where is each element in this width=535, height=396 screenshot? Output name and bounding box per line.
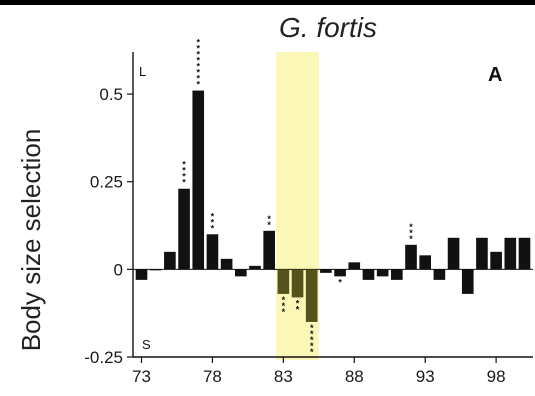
significance-stars: * * [296, 298, 300, 314]
bar [164, 251, 176, 270]
bar [348, 262, 361, 270]
bar [419, 255, 432, 270]
bar [461, 269, 474, 294]
bar [447, 237, 460, 270]
bar [277, 269, 290, 294]
bar [476, 237, 488, 270]
bar [234, 269, 247, 277]
bar [376, 269, 389, 277]
x-tick-label: 93 [416, 367, 435, 386]
bar [149, 269, 162, 271]
top-rule [0, 0, 535, 5]
significance-stars: * * * * * * * * [196, 38, 200, 90]
bar [291, 269, 304, 298]
bar [263, 230, 275, 270]
y-tick-label: 0 [114, 260, 123, 279]
y-tick-label: 0.5 [99, 85, 123, 104]
x-tick-label: 98 [487, 367, 506, 386]
bar [391, 269, 403, 280]
bar [206, 234, 219, 270]
panel-label: A [488, 64, 502, 86]
top-corner-label: L [139, 64, 146, 79]
chart-title: G. fortis [279, 12, 377, 43]
significance-stars: * * * * [182, 160, 186, 188]
significance-stars: * * * [409, 222, 413, 244]
significance-stars: * * * [282, 295, 286, 317]
bar [220, 258, 233, 270]
bar [504, 237, 517, 270]
significance-stars: * * [267, 214, 271, 230]
x-tick-label: 78 [203, 367, 222, 386]
significance-stars: * * * * * [310, 323, 314, 357]
bar [178, 188, 190, 270]
bar [249, 265, 261, 270]
bar [192, 90, 205, 270]
x-tick-label: 88 [345, 367, 364, 386]
bottom-corner-label: S [142, 337, 151, 352]
bar [433, 269, 446, 280]
bar [135, 269, 148, 280]
significance-stars: * [338, 277, 342, 287]
y-tick-label: 0.25 [90, 173, 123, 192]
bar [405, 244, 417, 270]
bar [490, 251, 502, 270]
bar [362, 269, 375, 280]
x-tick-label: 73 [132, 367, 151, 386]
bar [518, 237, 531, 270]
x-tick-label: 83 [274, 367, 293, 386]
bar [320, 269, 332, 273]
y-tick-label: -0.25 [84, 348, 123, 367]
y-axis-label: Body size selection [16, 129, 46, 352]
significance-stars: * * * [211, 211, 215, 233]
bar [305, 269, 318, 322]
bar [334, 269, 346, 277]
